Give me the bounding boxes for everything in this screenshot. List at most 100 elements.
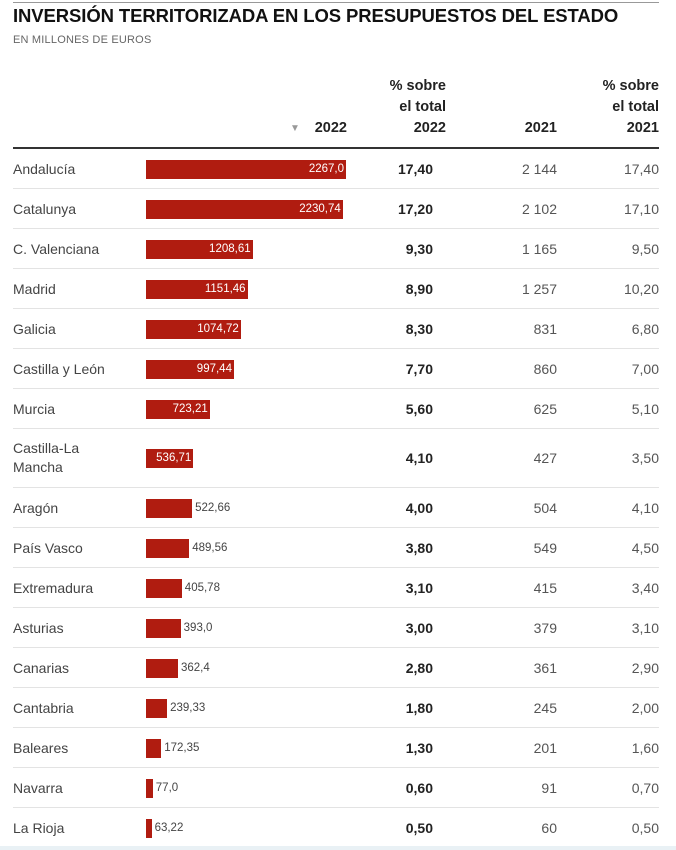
table-row: País Vasco 489,56 3,80 549 4,50 [13,528,659,568]
pct-2021-value: 3,50 [631,450,659,466]
header-pct-2022[interactable]: % sobre el total 2022 [370,76,446,139]
bar-2022 [146,618,181,638]
table-row: Castilla y León 997,44 7,70 860 7,00 [13,349,659,389]
header-pct-2021[interactable]: % sobre el total 2021 [582,76,659,139]
pct-2021-value: 4,50 [631,539,659,556]
pct-2022-value: 3,00 [405,619,433,636]
region-name: Galicia [13,320,56,337]
pct-2022-value: 0,50 [405,819,433,836]
value-2021: 201 [533,739,557,756]
pct-2021-value: 9,50 [631,240,659,257]
bar-value-label: 405,78 [184,581,220,594]
region-name: Madrid [13,280,56,297]
region-name: C. Valenciana [13,240,100,257]
region-name: Baleares [13,739,69,756]
header-pct-2022-line2: el total [399,99,446,115]
pct-2022-value: 17,20 [397,200,433,217]
bar-2022 [146,359,234,379]
pct-2021-value: 0,50 [631,819,659,836]
bar-value-label: 172,35 [164,741,200,754]
table-row: La Rioja 63,22 0,50 60 0,50 [13,808,659,848]
pct-2021-value: 4,10 [631,499,659,516]
value-2021: 2 102 [521,200,557,217]
bar-2022 [146,698,168,718]
region-name: Canarias [13,659,70,676]
table-row: Murcia 723,21 5,60 625 5,10 [13,389,659,429]
bar-value-label: 2267,0 [308,162,344,175]
region-name: La Rioja [13,819,65,836]
bar-value-label: 63,22 [154,821,184,834]
chart-title: INVERSIÓN TERRITORIZADA EN LOS PRESUPUES… [13,5,619,26]
table-row: C. Valenciana 1208,61 9,30 1 165 9,50 [13,229,659,269]
pct-2022-value: 9,30 [405,240,433,257]
bar-value-label: 362,4 [180,661,210,674]
bar-value-label: 393,0 [183,621,213,634]
region-name: Andalucía [13,160,76,177]
table-row: Asturias 393,0 3,00 379 3,10 [13,608,659,648]
value-2021: 427 [533,450,557,466]
value-2021: 2 144 [521,160,557,177]
top-rule [13,2,659,3]
region-name: País Vasco [13,539,83,556]
bar-value-label: 489,56 [192,541,228,554]
value-2021: 831 [533,320,557,337]
header-pct-2021-line3: 2021 [626,120,659,136]
region-name: Extremadura [13,579,94,596]
header-pct-2021-line2: el total [612,99,659,115]
pct-2022-value: 4,10 [405,450,433,466]
pct-2022-value: 8,30 [405,320,433,337]
header-2022[interactable]: 2022 [314,120,347,136]
table-row: Andalucía 2267,0 17,40 2 144 17,40 [13,149,659,189]
header-2021[interactable]: 2021 [524,120,557,136]
bar-2022 [146,159,346,179]
bar-2022 [146,199,343,219]
bar-2022 [146,578,182,598]
bottom-strip [0,846,676,850]
bar-value-label: 1208,61 [209,242,251,255]
header-pct-2022-line1: % sobre [389,78,446,94]
table-row: Baleares 172,35 1,30 201 1,60 [13,728,659,768]
value-2021: 361 [533,659,557,676]
bar-2022 [146,279,248,299]
table-row: Navarra 77,0 0,60 91 0,70 [13,768,659,808]
value-2021: 625 [533,400,557,417]
pct-2022-value: 3,80 [405,539,433,556]
bar-value-label: 723,21 [172,402,208,415]
table-row: Aragón 522,66 4,00 504 4,10 [13,488,659,528]
table-row: Galicia 1074,72 8,30 831 6,80 [13,309,659,349]
region-name: Castilla y León [13,360,105,377]
pct-2021-value: 10,20 [623,280,659,297]
bar-2022 [146,658,178,678]
pct-2021-value: 7,00 [631,360,659,377]
value-2021: 549 [533,539,557,556]
pct-2022-value: 4,00 [405,499,433,516]
bar-value-label: 239,33 [170,701,206,714]
header-pct-2022-line3: 2022 [413,120,446,136]
pct-2022-value: 5,60 [405,400,433,417]
bar-2022 [146,239,253,259]
region-name: Navarra [13,779,63,796]
value-2021: 1 165 [521,240,557,257]
chart-subtitle: EN MILLONES DE EUROS [13,34,152,46]
bar-2022 [146,498,193,518]
bar-value-label: 536,71 [156,452,192,464]
bar-2022 [146,738,162,758]
table-row: Madrid 1151,46 8,90 1 257 10,20 [13,269,659,309]
bar-value-label: 2230,74 [299,202,341,215]
header-pct-2021-line1: % sobre [602,78,659,94]
region-name: Catalunya [13,200,77,217]
pct-2021-value: 0,70 [631,779,659,796]
table-row: Castilla-La Mancha 536,71 4,10 427 3,50 [13,429,659,488]
region-name: Cantabria [13,699,74,716]
value-2021: 91 [541,779,557,796]
pct-2022-value: 17,40 [397,160,433,177]
region-name: Asturias [13,619,64,636]
bar-2022 [146,449,194,468]
value-2021: 860 [533,360,557,377]
bar-2022 [146,319,241,339]
sort-descending-icon[interactable]: ▼ [290,123,300,134]
bar-2022 [146,818,152,838]
pct-2021-value: 5,10 [631,400,659,417]
pct-2021-value: 17,10 [623,200,659,217]
region-name: Murcia [13,400,56,417]
